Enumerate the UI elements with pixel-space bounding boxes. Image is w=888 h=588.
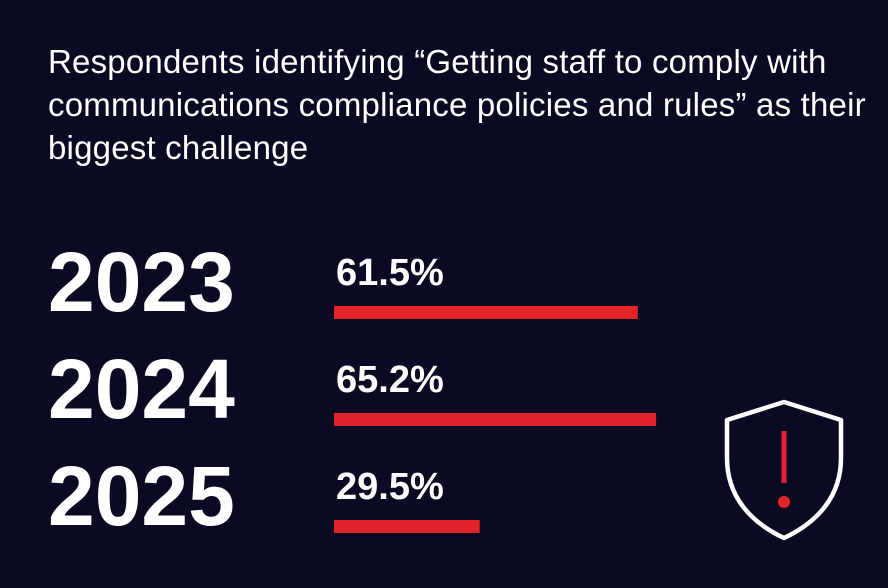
year-label-2024: 2024 [48, 342, 235, 436]
exclamation-bar [781, 431, 787, 483]
bar-2024 [334, 413, 657, 426]
value-label-2025: 29.5% [336, 466, 444, 508]
value-label-2024: 65.2% [336, 359, 444, 401]
bar-2023 [334, 306, 638, 319]
value-label-2023: 61.5% [336, 252, 444, 294]
shield-warning-icon [724, 399, 844, 541]
bar-2025 [334, 520, 480, 533]
shield-outline [724, 399, 844, 541]
year-label-2025: 2025 [48, 449, 235, 543]
exclamation-dot [778, 496, 790, 508]
chart-title: Respondents identifying “Getting staff t… [48, 43, 866, 166]
year-label-2023: 2023 [48, 235, 235, 329]
